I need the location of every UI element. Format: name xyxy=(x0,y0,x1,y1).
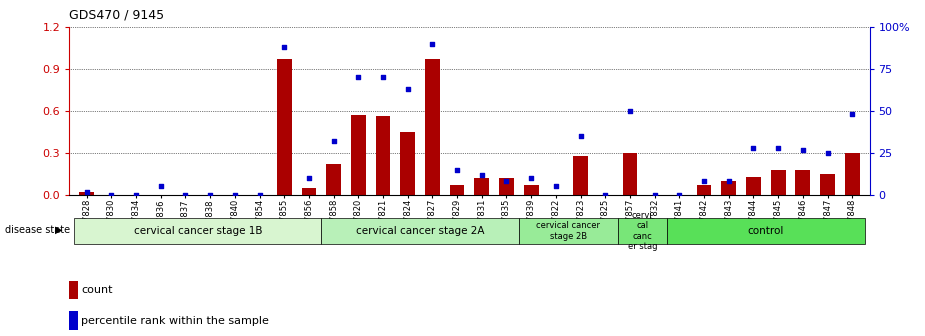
Bar xyxy=(475,178,489,195)
Text: control: control xyxy=(747,226,784,236)
FancyBboxPatch shape xyxy=(618,218,667,244)
Bar xyxy=(376,117,390,195)
Point xyxy=(178,192,192,198)
Point xyxy=(450,167,464,172)
Point xyxy=(524,175,538,181)
Bar xyxy=(327,164,341,195)
Point xyxy=(80,189,94,194)
Bar xyxy=(69,281,78,299)
Point xyxy=(277,44,291,50)
Point xyxy=(351,75,365,80)
Bar xyxy=(796,170,810,195)
Bar xyxy=(277,59,291,195)
Bar xyxy=(80,192,94,195)
Bar xyxy=(524,185,538,195)
Point xyxy=(327,138,341,144)
Point xyxy=(302,175,316,181)
FancyBboxPatch shape xyxy=(74,218,321,244)
Bar xyxy=(425,59,439,195)
Bar xyxy=(697,185,711,195)
Bar xyxy=(820,174,835,195)
FancyBboxPatch shape xyxy=(321,218,519,244)
Bar xyxy=(746,177,761,195)
Point xyxy=(845,112,859,117)
FancyBboxPatch shape xyxy=(519,218,618,244)
Point xyxy=(672,192,686,198)
Point xyxy=(104,192,118,198)
Point xyxy=(475,172,489,177)
Point xyxy=(253,192,267,198)
Text: GDS470 / 9145: GDS470 / 9145 xyxy=(69,8,165,22)
Point xyxy=(697,179,711,184)
Text: disease state: disease state xyxy=(5,225,69,235)
Point xyxy=(425,41,439,46)
Point xyxy=(746,145,761,151)
Text: cervical cancer stage 1B: cervical cancer stage 1B xyxy=(133,226,262,236)
Point xyxy=(574,133,588,139)
Point xyxy=(500,179,514,184)
Point xyxy=(376,75,390,80)
Bar xyxy=(574,156,588,195)
Bar xyxy=(69,311,78,330)
Point xyxy=(549,184,563,189)
Bar xyxy=(351,115,365,195)
Text: count: count xyxy=(81,285,113,295)
Point xyxy=(820,150,835,156)
Bar xyxy=(845,153,859,195)
Text: ▶: ▶ xyxy=(56,225,63,235)
Point xyxy=(228,192,242,198)
Text: cervi
cal
canc
er stag: cervi cal canc er stag xyxy=(627,211,657,251)
Point xyxy=(722,179,736,184)
Bar xyxy=(302,188,316,195)
Point xyxy=(796,147,810,152)
FancyBboxPatch shape xyxy=(667,218,865,244)
Point xyxy=(154,184,168,189)
Bar xyxy=(771,170,785,195)
Text: cervical cancer
stage 2B: cervical cancer stage 2B xyxy=(536,221,600,241)
Text: percentile rank within the sample: percentile rank within the sample xyxy=(81,316,269,326)
Bar xyxy=(722,181,736,195)
Point xyxy=(623,108,637,114)
Point xyxy=(648,192,662,198)
Bar xyxy=(623,153,637,195)
Bar xyxy=(401,132,415,195)
Point xyxy=(771,145,785,151)
Bar xyxy=(500,178,514,195)
Bar xyxy=(450,185,464,195)
Point xyxy=(129,192,143,198)
Point xyxy=(203,192,217,198)
Text: cervical cancer stage 2A: cervical cancer stage 2A xyxy=(356,226,485,236)
Point xyxy=(401,86,415,92)
Point xyxy=(598,192,612,198)
